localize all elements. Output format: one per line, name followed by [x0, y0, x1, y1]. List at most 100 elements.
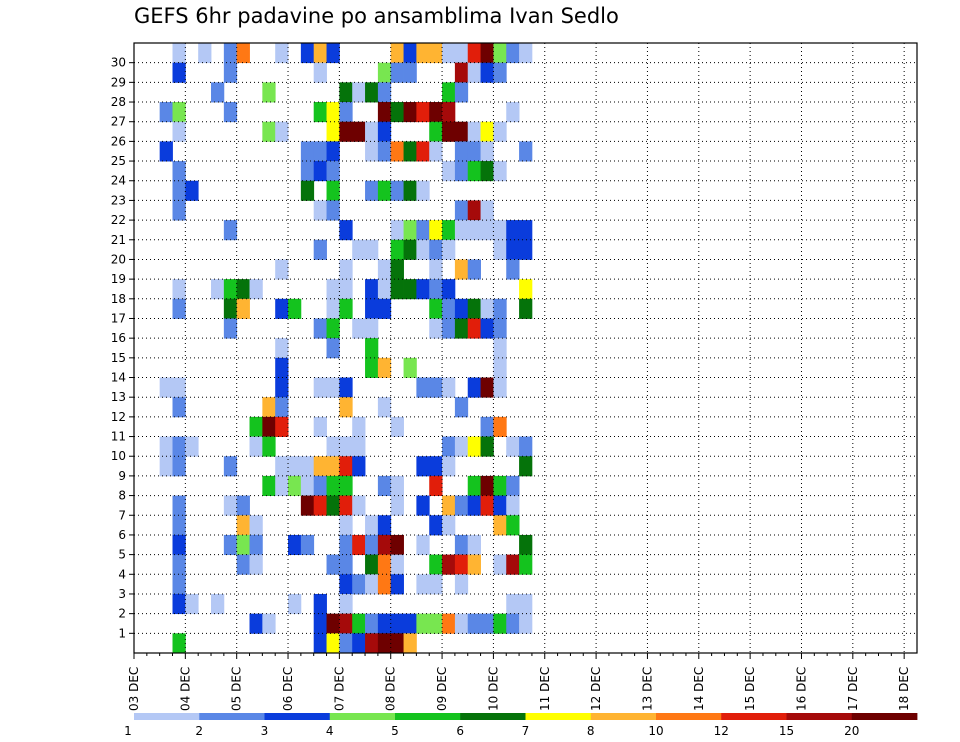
- heatmap-cell: [480, 141, 494, 162]
- heatmap-cell: [493, 515, 507, 536]
- y-tick-label: 8: [118, 489, 126, 503]
- heatmap-cell: [390, 259, 404, 280]
- heatmap-cell: [365, 298, 379, 319]
- legend-label: 8: [587, 724, 595, 738]
- heatmap-cell: [236, 495, 250, 516]
- heatmap-cell: [326, 200, 340, 221]
- heatmap-cell: [377, 298, 392, 319]
- heatmap-cell: [352, 82, 366, 103]
- legend-label: 5: [391, 724, 399, 738]
- legend-swatch: [525, 713, 592, 720]
- heatmap-cell: [416, 574, 430, 595]
- heatmap-cell: [429, 613, 443, 634]
- x-tick-label: 16 DEC: [794, 667, 808, 711]
- heatmap-cell: [493, 239, 507, 260]
- heatmap-cell: [467, 141, 481, 162]
- heatmap-cell: [454, 436, 469, 457]
- heatmap-cell: [352, 574, 366, 595]
- heatmap-cell: [377, 62, 392, 83]
- heatmap-cell: [467, 534, 481, 556]
- heatmap-cell: [300, 141, 315, 162]
- heatmap-cell: [403, 102, 417, 123]
- heatmap-cell: [339, 613, 353, 634]
- heatmap-cell: [377, 475, 392, 496]
- heatmap-cell: [365, 318, 379, 339]
- y-tick-label: 26: [111, 134, 126, 148]
- legend-label: 12: [714, 724, 729, 738]
- y-tick-label: 28: [111, 95, 126, 109]
- color-legend: 1 2 3 4 5 6 7 8 10 12 15 20: [124, 713, 918, 738]
- heatmap-cell: [326, 102, 340, 123]
- heatmap-cell: [326, 456, 340, 477]
- y-tick-label: 21: [111, 233, 126, 247]
- heatmap-cell: [172, 161, 186, 182]
- heatmap-cell: [223, 298, 238, 319]
- heatmap-cell: [454, 495, 469, 516]
- heatmap-cell: [480, 436, 494, 457]
- heatmap-cell: [352, 633, 366, 654]
- heatmap-cell: [416, 180, 430, 201]
- heatmap-cell: [313, 633, 327, 654]
- heatmap-cell: [442, 495, 456, 516]
- heatmap-cell: [223, 279, 238, 300]
- heatmap-cell: [300, 475, 315, 496]
- heatmap-cell: [249, 279, 263, 300]
- heatmap-cell: [519, 593, 533, 615]
- heatmap-cell: [519, 613, 533, 634]
- heatmap-cell: [172, 397, 186, 418]
- heatmap-cell: [377, 633, 392, 654]
- heatmap-cell: [326, 377, 340, 398]
- y-tick-label: 14: [111, 371, 126, 385]
- heatmap-cell: [339, 475, 353, 496]
- heatmap-cell: [172, 633, 186, 654]
- heatmap-cell: [467, 43, 481, 64]
- heatmap-cell: [519, 554, 533, 575]
- heatmap-cell: [326, 475, 340, 496]
- heatmap-cell: [390, 495, 404, 516]
- y-tick-label: 10: [111, 449, 126, 463]
- heatmap-cell: [313, 495, 327, 516]
- heatmap-cell: [339, 298, 353, 319]
- heatmap-cell: [493, 121, 507, 142]
- x-tick-label: 05 DEC: [230, 667, 244, 711]
- heatmap-cell: [262, 397, 276, 418]
- heatmap-cell: [313, 456, 327, 477]
- x-tick-label: 08 DEC: [384, 667, 398, 711]
- y-tick-label: 3: [118, 587, 126, 601]
- heatmap-cell: [377, 613, 392, 634]
- heatmap-cell: [275, 475, 289, 496]
- heatmap-cell: [249, 554, 263, 575]
- heatmap-cell: [429, 554, 443, 575]
- heatmap-cell: [339, 495, 353, 516]
- heatmap-cell: [365, 141, 379, 162]
- heatmap-cell: [249, 534, 263, 556]
- heatmap-cell: [339, 574, 353, 595]
- heatmap-cell: [223, 102, 238, 123]
- heatmap-cell: [236, 554, 250, 575]
- heatmap-cell: [326, 298, 340, 319]
- heatmap-cell: [403, 141, 417, 162]
- heatmap-cell: [159, 456, 173, 477]
- y-tick-label: 15: [111, 351, 126, 365]
- heatmap-cell: [326, 554, 340, 575]
- heatmap-cell: [339, 279, 353, 300]
- heatmap-cell: [390, 475, 404, 496]
- heatmap-cell: [467, 161, 481, 182]
- x-tick-label: 17 DEC: [846, 667, 860, 711]
- heatmap-cell: [198, 43, 212, 64]
- heatmap-cell: [442, 279, 456, 300]
- heatmap-cell: [454, 200, 469, 221]
- heatmap-cell: [223, 534, 238, 556]
- heatmap-cell: [454, 161, 469, 182]
- legend-label: 7: [522, 724, 530, 738]
- legend-swatch: [199, 713, 265, 720]
- heatmap-cell: [390, 416, 404, 437]
- x-tick-label: 12 DEC: [589, 667, 603, 711]
- heatmap-cell: [172, 574, 186, 595]
- heatmap-cell: [326, 141, 340, 162]
- heatmap-cell: [275, 121, 289, 142]
- heatmap-cell: [223, 495, 238, 516]
- heatmap-cell: [454, 82, 469, 103]
- heatmap-cell: [454, 574, 469, 595]
- heatmap-cell: [275, 456, 289, 477]
